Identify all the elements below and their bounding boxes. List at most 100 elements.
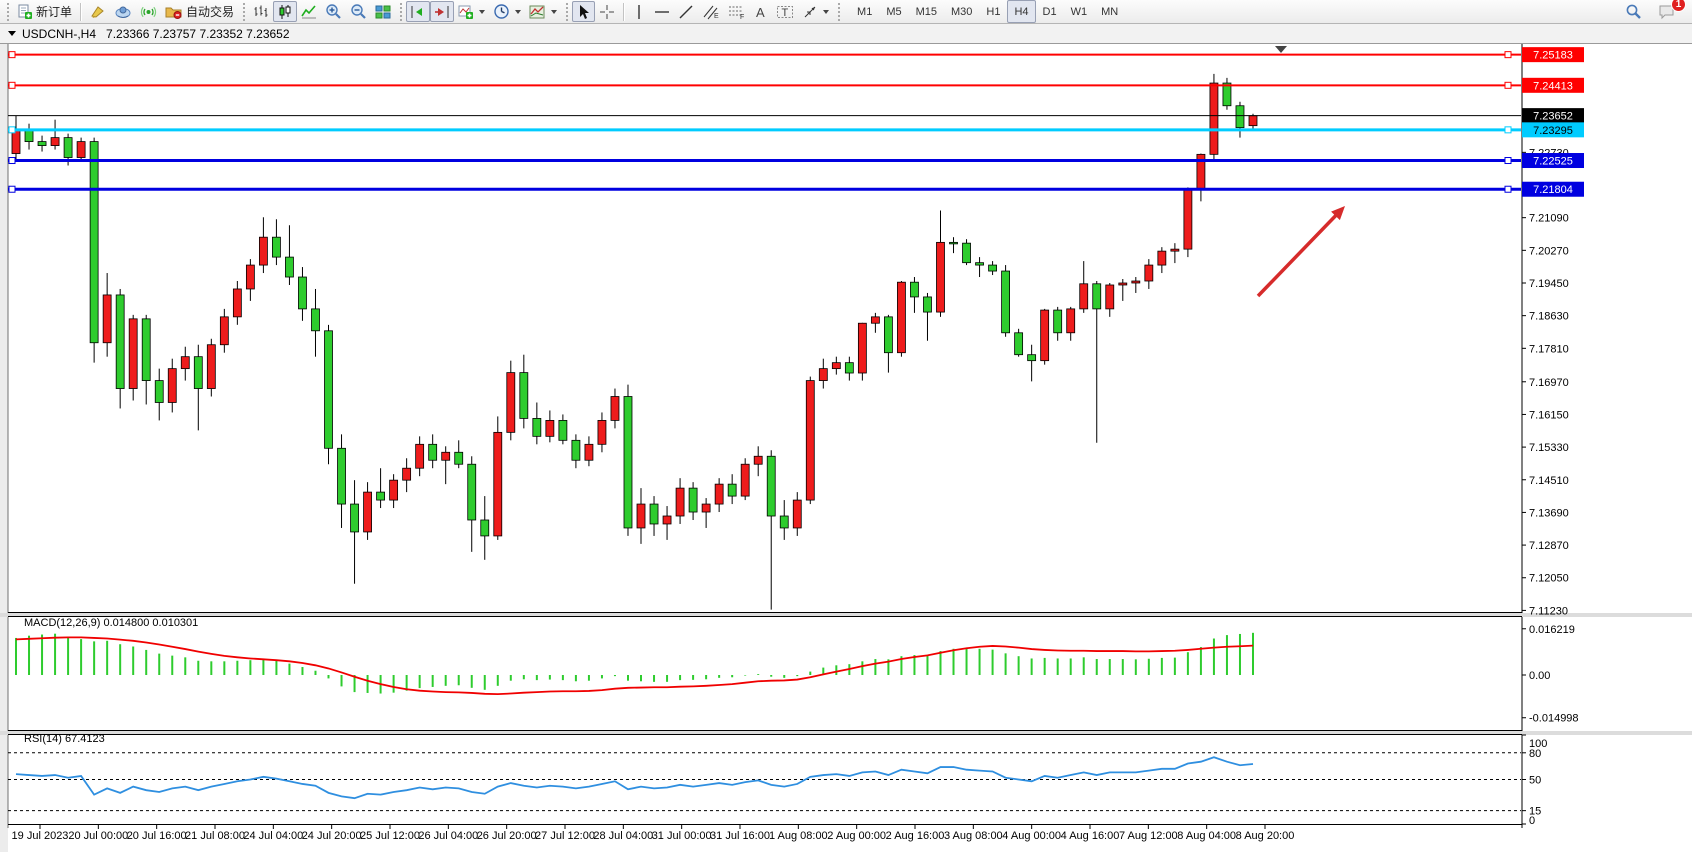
candle-bullish[interactable] <box>1170 248 1180 252</box>
candle-bearish[interactable] <box>1092 283 1102 310</box>
candlestick-chart-button[interactable] <box>273 1 298 22</box>
candle-bearish[interactable] <box>467 463 477 521</box>
candle-bullish[interactable] <box>1248 115 1258 127</box>
line-chart-button[interactable] <box>297 1 321 22</box>
candle-bearish[interactable] <box>285 256 294 278</box>
candle-bearish[interactable] <box>37 141 47 146</box>
candle-bearish[interactable] <box>89 141 99 344</box>
candle-bearish[interactable] <box>1014 332 1024 356</box>
candle-bullish[interactable] <box>506 372 516 433</box>
candle-bearish[interactable] <box>844 362 854 374</box>
candle-bullish[interactable] <box>493 431 503 537</box>
candle-bearish[interactable] <box>962 242 971 264</box>
candle-bullish[interactable] <box>102 294 112 344</box>
candle-bullish[interactable] <box>1144 264 1154 282</box>
candle-bearish[interactable] <box>779 515 789 529</box>
timeframe-button-H4[interactable]: H4 <box>1007 0 1036 23</box>
line-handle[interactable] <box>8 51 16 59</box>
candle-bullish[interactable] <box>831 362 841 370</box>
toolbar-grip[interactable] <box>398 2 404 21</box>
candle-bearish[interactable] <box>923 296 932 313</box>
candle-bullish[interactable] <box>897 281 906 354</box>
candle-bearish[interactable] <box>350 503 359 533</box>
candle-bearish[interactable] <box>884 316 893 354</box>
toolbar-grip[interactable] <box>836 2 842 21</box>
line-handle[interactable] <box>8 185 16 193</box>
candle-bearish[interactable] <box>272 236 281 258</box>
candle-bullish[interactable] <box>740 463 750 497</box>
equidistant-channel-button[interactable]: E <box>698 1 724 22</box>
candle-bullish[interactable] <box>1183 188 1193 250</box>
candle-bullish[interactable] <box>792 499 802 529</box>
candle-bearish[interactable] <box>1027 354 1037 362</box>
line-handle[interactable] <box>8 126 16 134</box>
timeframe-button-MN[interactable]: MN <box>1101 5 1119 18</box>
line-handle[interactable] <box>1504 157 1512 165</box>
timeframe-button-M30[interactable]: M30 <box>951 5 973 18</box>
candle-bullish[interactable] <box>675 487 685 517</box>
candle-bearish[interactable] <box>649 503 659 525</box>
candle-bearish[interactable] <box>1001 270 1010 334</box>
candle-bullish[interactable] <box>805 380 815 501</box>
line-handle[interactable] <box>1504 126 1512 134</box>
candle-bearish[interactable] <box>766 455 776 517</box>
candle-bullish[interactable] <box>818 368 828 381</box>
candle-bullish[interactable] <box>1066 308 1076 334</box>
candle-bullish[interactable] <box>597 420 607 445</box>
candle-bearish[interactable] <box>1235 105 1245 129</box>
timeframe-button-H1[interactable]: H1 <box>986 5 1001 18</box>
candle-bearish[interactable] <box>1222 82 1232 107</box>
line-handle[interactable] <box>1504 81 1512 89</box>
candle-bullish[interactable] <box>258 236 268 266</box>
candle-bearish[interactable] <box>571 439 581 461</box>
candle-bearish[interactable] <box>115 294 125 389</box>
trend-arrow-annotation[interactable] <box>1256 206 1345 298</box>
toolbar-grip[interactable] <box>564 2 570 21</box>
candle-bullish[interactable] <box>363 491 372 533</box>
candle-bullish[interactable] <box>1040 309 1050 362</box>
arrows-button[interactable] <box>798 1 833 22</box>
candle-bullish[interactable] <box>245 264 255 290</box>
candle-bullish[interactable] <box>1079 283 1089 310</box>
tile-windows-button[interactable] <box>371 1 395 22</box>
candle-bearish[interactable] <box>193 356 203 389</box>
candle-bearish[interactable] <box>337 447 346 505</box>
new-order-button[interactable]: 新订单 <box>13 1 76 22</box>
candle-bearish[interactable] <box>558 420 568 441</box>
line-handle[interactable] <box>8 157 16 165</box>
candle-bullish[interactable] <box>584 443 594 461</box>
candle-bullish[interactable] <box>714 483 724 505</box>
bar-chart-button[interactable] <box>249 1 273 22</box>
candle-bearish[interactable] <box>154 380 164 403</box>
highlighter-button[interactable] <box>85 1 110 22</box>
crosshair-button[interactable] <box>595 1 619 22</box>
candle-bullish[interactable] <box>441 451 451 461</box>
candle-bullish[interactable] <box>180 356 190 370</box>
candle-bullish[interactable] <box>870 316 880 324</box>
candle-bearish[interactable] <box>688 487 698 513</box>
candle-bearish[interactable] <box>949 241 958 245</box>
candle-bullish[interactable] <box>1105 284 1115 310</box>
panel-splitter[interactable] <box>0 731 1692 735</box>
candle-bullish[interactable] <box>636 503 646 529</box>
toolbar-grip[interactable] <box>241 2 247 21</box>
candle-bearish[interactable] <box>24 129 34 142</box>
candle-bullish[interactable] <box>167 368 177 403</box>
panel-splitter[interactable] <box>0 613 1692 617</box>
timeframe-button-M15[interactable]: M15 <box>915 5 937 18</box>
candle-bullish[interactable] <box>753 455 763 465</box>
candle-bearish[interactable] <box>988 264 997 272</box>
candle-bullish[interactable] <box>610 396 620 421</box>
periods-button[interactable] <box>489 1 525 22</box>
candle-bullish[interactable] <box>415 443 425 469</box>
candle-bearish[interactable] <box>727 483 737 497</box>
candle-bearish[interactable] <box>623 396 633 529</box>
candle-bearish[interactable] <box>63 137 73 158</box>
candle-bullish[interactable] <box>76 141 86 158</box>
timeframe-button-M5[interactable]: M5 <box>886 5 902 18</box>
candle-bearish[interactable] <box>376 491 385 501</box>
chart-shift-marker-icon[interactable] <box>1275 46 1287 53</box>
search-button[interactable] <box>1621 1 1646 22</box>
auto-scroll-button[interactable] <box>430 1 455 22</box>
